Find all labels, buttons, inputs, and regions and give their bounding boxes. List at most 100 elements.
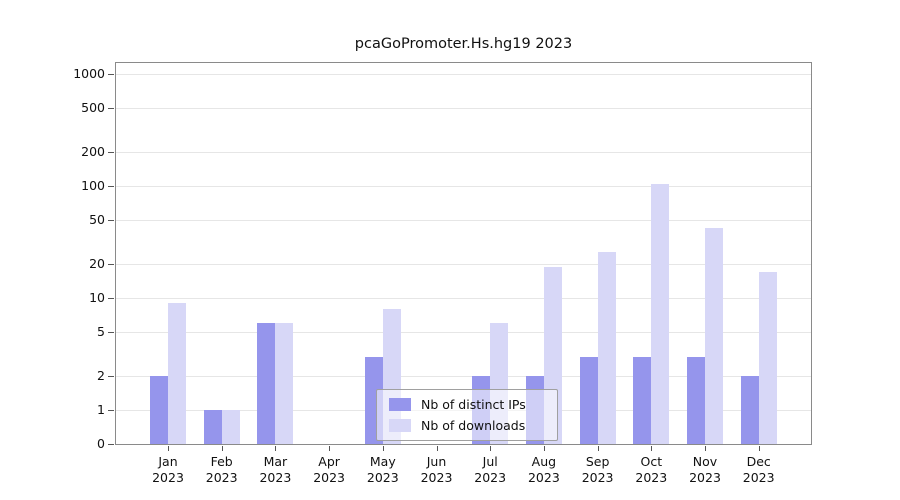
legend-label-distinct-ips: Nb of distinct IPs xyxy=(421,397,526,412)
bar-distinct-ips xyxy=(740,376,759,444)
bar-downloads xyxy=(758,272,777,444)
x-axis-tick-label: Jul 2023 xyxy=(458,454,522,486)
x-axis-tick-mark xyxy=(543,446,545,451)
y-axis-tick-mark xyxy=(108,152,114,154)
y-axis-tick-label: 50 xyxy=(89,211,105,227)
y-axis-tick-mark xyxy=(108,410,114,411)
bar-downloads xyxy=(275,322,294,444)
y-axis-tick-label: 1000 xyxy=(73,66,105,81)
x-axis-tick-label-line: Dec xyxy=(746,454,771,469)
x-axis-tick-label: Nov 2023 xyxy=(673,454,737,486)
bar-downloads xyxy=(597,251,616,444)
bar-distinct-ips xyxy=(687,356,705,444)
y-axis-tick-label: 10 xyxy=(89,290,105,305)
plot-area xyxy=(115,62,812,445)
x-axis-tick-label-line: 2023 xyxy=(366,470,399,485)
y-axis-tick-label: 0 xyxy=(97,436,105,451)
x-axis-tick-label-line: Apr xyxy=(318,454,340,469)
bar-distinct-ips xyxy=(633,356,652,444)
bar-downloads xyxy=(221,410,240,444)
x-axis-tick-label-line: 2023 xyxy=(474,470,507,485)
legend-entry-downloads: Nb of downloads xyxy=(389,418,545,433)
x-axis-tick-label-line: 2023 xyxy=(259,470,292,485)
x-axis-tick-label: Apr 2023 xyxy=(297,454,361,486)
y-axis-tick-mark xyxy=(108,107,114,109)
x-axis-tick-mark xyxy=(382,446,384,451)
x-axis-tick-label: Oct 2023 xyxy=(619,454,683,486)
y-axis-tick-mark xyxy=(108,264,114,266)
x-axis-tick-mark xyxy=(597,446,599,451)
x-axis-tick-mark xyxy=(275,446,277,451)
bar-downloads xyxy=(168,303,186,444)
x-axis-tick-label-line: Oct xyxy=(640,454,663,469)
x-axis-tick-label: Dec 2023 xyxy=(727,454,791,486)
legend: Nb of distinct IPs Nb of downloads xyxy=(376,389,558,441)
legend-label-downloads: Nb of downloads xyxy=(421,418,526,433)
x-axis-tick-mark xyxy=(168,446,169,451)
x-axis-tick-mark xyxy=(436,446,438,451)
x-axis-tick-mark xyxy=(490,446,492,451)
x-axis-tick-label: Sep 2023 xyxy=(566,454,630,486)
gridline xyxy=(116,219,811,221)
bar-distinct-ips xyxy=(203,410,222,444)
bar-downloads xyxy=(651,183,670,444)
gridline xyxy=(116,74,811,75)
x-axis-tick-mark xyxy=(705,446,706,451)
x-axis-tick-label-line: Sep xyxy=(585,454,610,469)
x-axis-tick-label-line: 2023 xyxy=(205,470,238,485)
y-axis-tick-mark xyxy=(108,219,114,221)
x-axis-tick-label: May 2023 xyxy=(351,454,415,486)
bar-distinct-ips xyxy=(150,376,168,444)
x-axis-tick-label-line: Feb xyxy=(210,454,233,469)
x-axis-tick-label-line: Jun xyxy=(426,454,447,469)
x-axis-tick-label-line: 2023 xyxy=(742,470,775,485)
x-axis-tick-label: Jun 2023 xyxy=(405,454,469,486)
gridline xyxy=(116,264,811,266)
x-axis-tick-label-line: 2023 xyxy=(527,470,560,485)
y-axis-tick-mark xyxy=(108,186,114,187)
x-axis-tick-label-line: May xyxy=(369,454,396,469)
x-axis-tick-label-line: 2023 xyxy=(689,470,721,485)
y-axis-tick-mark xyxy=(108,331,114,333)
legend-swatch-downloads xyxy=(389,419,411,432)
y-axis-tick-mark xyxy=(108,298,114,299)
legend-entry-distinct-ips: Nb of distinct IPs xyxy=(389,397,545,412)
x-axis-tick-label-line: 2023 xyxy=(420,470,453,485)
bar-distinct-ips xyxy=(257,322,276,444)
x-axis-tick-label-line: 2023 xyxy=(581,470,614,485)
y-axis-tick-label: 100 xyxy=(81,178,105,193)
y-axis-tick-mark xyxy=(108,376,114,378)
x-axis-tick-mark xyxy=(758,446,760,451)
y-axis-tick-label: 200 xyxy=(81,144,105,160)
x-axis-tick-label-line: Jan xyxy=(158,454,178,469)
x-axis-tick-label-line: Jul xyxy=(482,454,498,469)
gridline xyxy=(116,331,811,333)
y-axis-tick-label: 20 xyxy=(89,256,105,272)
gridline xyxy=(116,298,811,299)
y-axis-tick-label: 500 xyxy=(81,99,105,115)
gridline xyxy=(116,376,811,378)
x-axis-tick-label-line: 2023 xyxy=(635,470,668,485)
bar-distinct-ips xyxy=(579,356,598,444)
x-axis-tick-label-line: Nov xyxy=(692,454,718,469)
gridline xyxy=(116,186,811,187)
x-axis-tick-mark xyxy=(651,446,653,451)
bar-downloads xyxy=(705,228,723,444)
x-axis-tick-label-line: 2023 xyxy=(313,470,345,485)
x-axis-tick-label: Mar 2023 xyxy=(243,454,307,486)
gridline xyxy=(116,152,811,154)
x-axis-tick-mark xyxy=(221,446,223,451)
legend-swatch-distinct-ips xyxy=(389,398,411,411)
x-axis-tick-label: Jan 2023 xyxy=(136,454,200,486)
x-axis-tick-label: Feb 2023 xyxy=(190,454,254,486)
y-axis-tick-label: 2 xyxy=(97,368,105,384)
chart-title: pcaGoPromoter.Hs.hg19 2023 xyxy=(354,36,573,52)
x-axis-tick-label-line: Aug xyxy=(531,454,557,469)
x-axis-tick-label-line: Mar xyxy=(263,454,288,469)
x-axis-tick-mark xyxy=(329,446,331,451)
y-axis-tick-label: 5 xyxy=(97,323,105,339)
y-axis-tick-mark xyxy=(108,444,114,445)
y-axis-tick-mark xyxy=(108,74,114,75)
x-axis-tick-label: Aug 2023 xyxy=(512,454,576,486)
